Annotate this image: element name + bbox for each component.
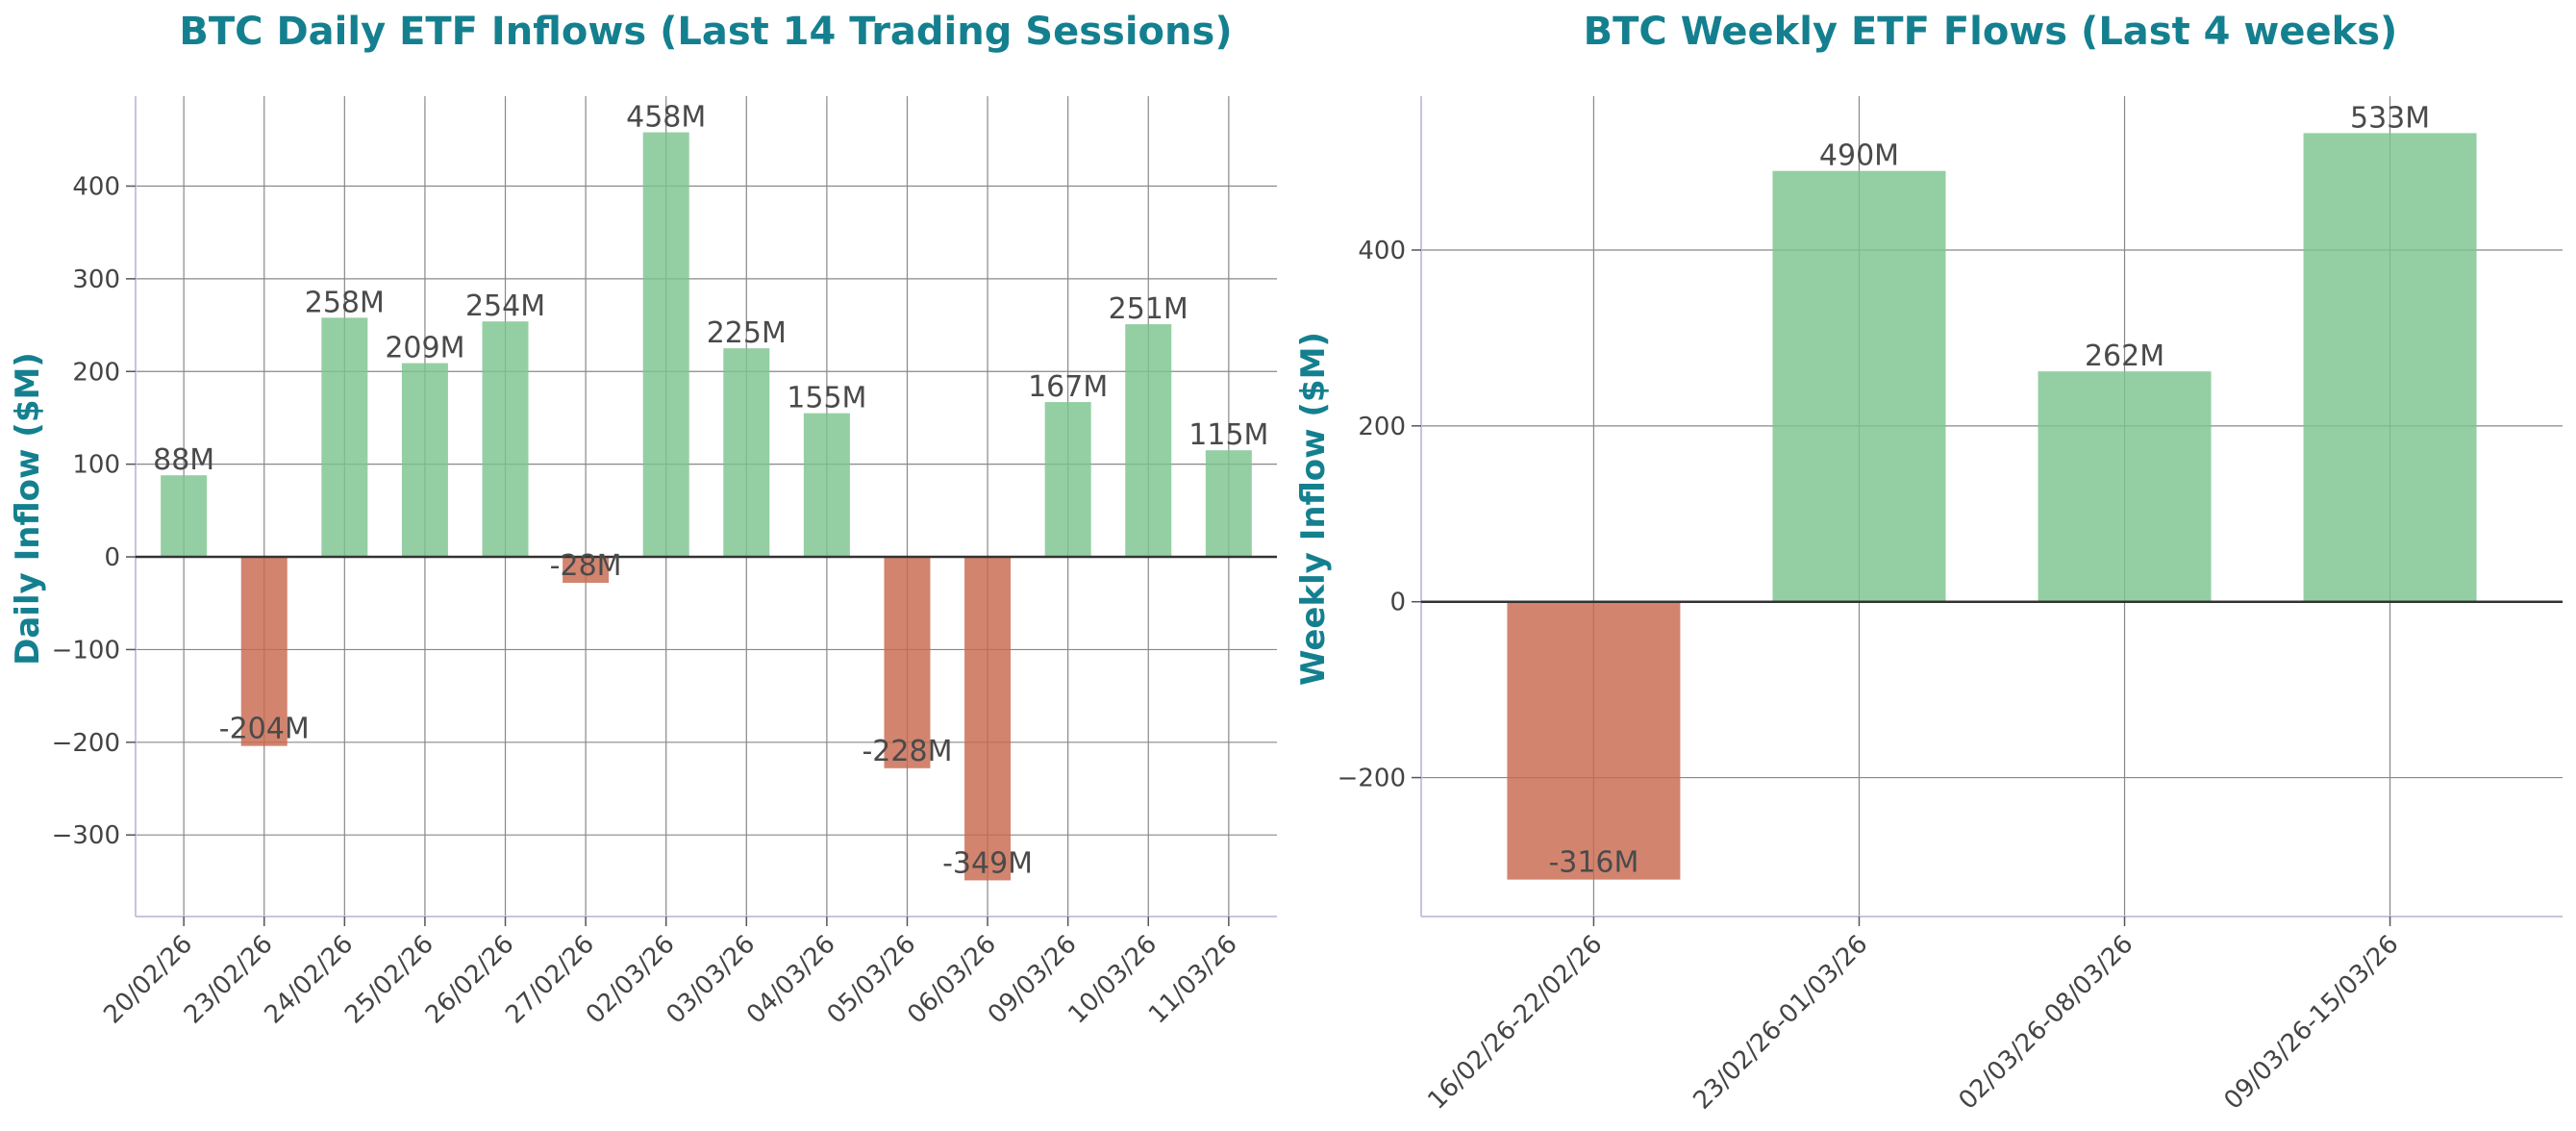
weekly-y-tick-label: −200 [1338, 765, 1406, 793]
weekly-bar [2038, 371, 2212, 602]
daily-data-label: 209M [385, 332, 464, 365]
weekly-x-tick-label: 16/02/26-22/02/26 [1422, 930, 1608, 1116]
daily-data-label: 115M [1188, 418, 1268, 452]
weekly-x-tick-label: 23/02/26-01/03/26 [1688, 930, 1873, 1116]
daily-bar [321, 317, 368, 558]
daily-y-tick-label: 0 [104, 543, 120, 572]
daily-data-label: 258M [305, 286, 385, 319]
weekly-data-label: 262M [2085, 339, 2164, 373]
weekly-bar [1507, 601, 1681, 880]
daily-data-label: 225M [707, 316, 787, 350]
weekly-data-label: 490M [1819, 139, 1899, 173]
daily-y-tick-label: 400 [72, 172, 120, 201]
daily-bar [401, 363, 448, 558]
weekly-x-tick-label: 09/03/26-15/03/26 [2219, 930, 2405, 1116]
daily-bar [1205, 450, 1252, 558]
weekly-bar [1772, 170, 1946, 602]
daily-bar [803, 413, 850, 558]
weekly-y-tick-label: 200 [1358, 413, 1406, 441]
daily-y-tick-label: 200 [72, 358, 120, 387]
daily-y-tick-label: −200 [52, 729, 120, 758]
weekly-chart-title: BTC Weekly ETF Flows (Last 4 weeks) [1584, 10, 2398, 54]
daily-chart-title: BTC Daily ETF Inflows (Last 14 Trading S… [179, 10, 1232, 54]
daily-bar [1125, 324, 1172, 558]
weekly-bar [2303, 133, 2477, 602]
daily-data-label: 155M [787, 382, 866, 415]
daily-x-tick-label: 11/03/26 [1143, 930, 1243, 1030]
weekly-y-axis-label: Weekly Inflow ($M) [1294, 332, 1333, 686]
daily-data-label: -28M [550, 549, 622, 583]
daily-y-tick-label: 100 [72, 451, 120, 480]
daily-bar [884, 557, 931, 768]
daily-data-label: -204M [219, 713, 310, 746]
daily-y-axis-label: Daily Inflow ($M) [9, 352, 47, 666]
daily-inflows-chart: BTC Daily ETF Inflows (Last 14 Trading S… [9, 10, 1277, 1030]
daily-bar [563, 557, 610, 584]
daily-bar [240, 557, 288, 746]
weekly-x-tick-label: 02/03/26-08/03/26 [1953, 930, 2138, 1116]
daily-y-tick-label: −100 [52, 636, 120, 665]
daily-data-label: 167M [1028, 370, 1108, 404]
daily-bar [482, 321, 529, 558]
daily-data-label: 251M [1109, 292, 1188, 326]
weekly-data-label: -316M [1548, 846, 1638, 880]
daily-y-tick-label: 300 [72, 265, 120, 294]
weekly-y-tick-label: 400 [1358, 237, 1406, 265]
daily-bar [161, 475, 208, 558]
daily-data-label: 458M [626, 101, 706, 135]
daily-y-tick-label: −300 [52, 821, 120, 850]
daily-bar [723, 348, 770, 558]
weekly-data-label: 533M [2350, 101, 2430, 135]
daily-bar [964, 557, 1012, 881]
daily-bar [642, 132, 689, 558]
weekly-y-tick-label: 0 [1389, 589, 1406, 617]
daily-data-label: 254M [465, 289, 545, 323]
daily-data-label: -349M [942, 846, 1033, 880]
daily-data-label: -228M [862, 735, 952, 768]
weekly-flows-chart: BTC Weekly ETF Flows (Last 4 weeks) Week… [1294, 10, 2563, 1116]
daily-bar [1044, 402, 1091, 558]
daily-data-label: 88M [153, 443, 214, 477]
